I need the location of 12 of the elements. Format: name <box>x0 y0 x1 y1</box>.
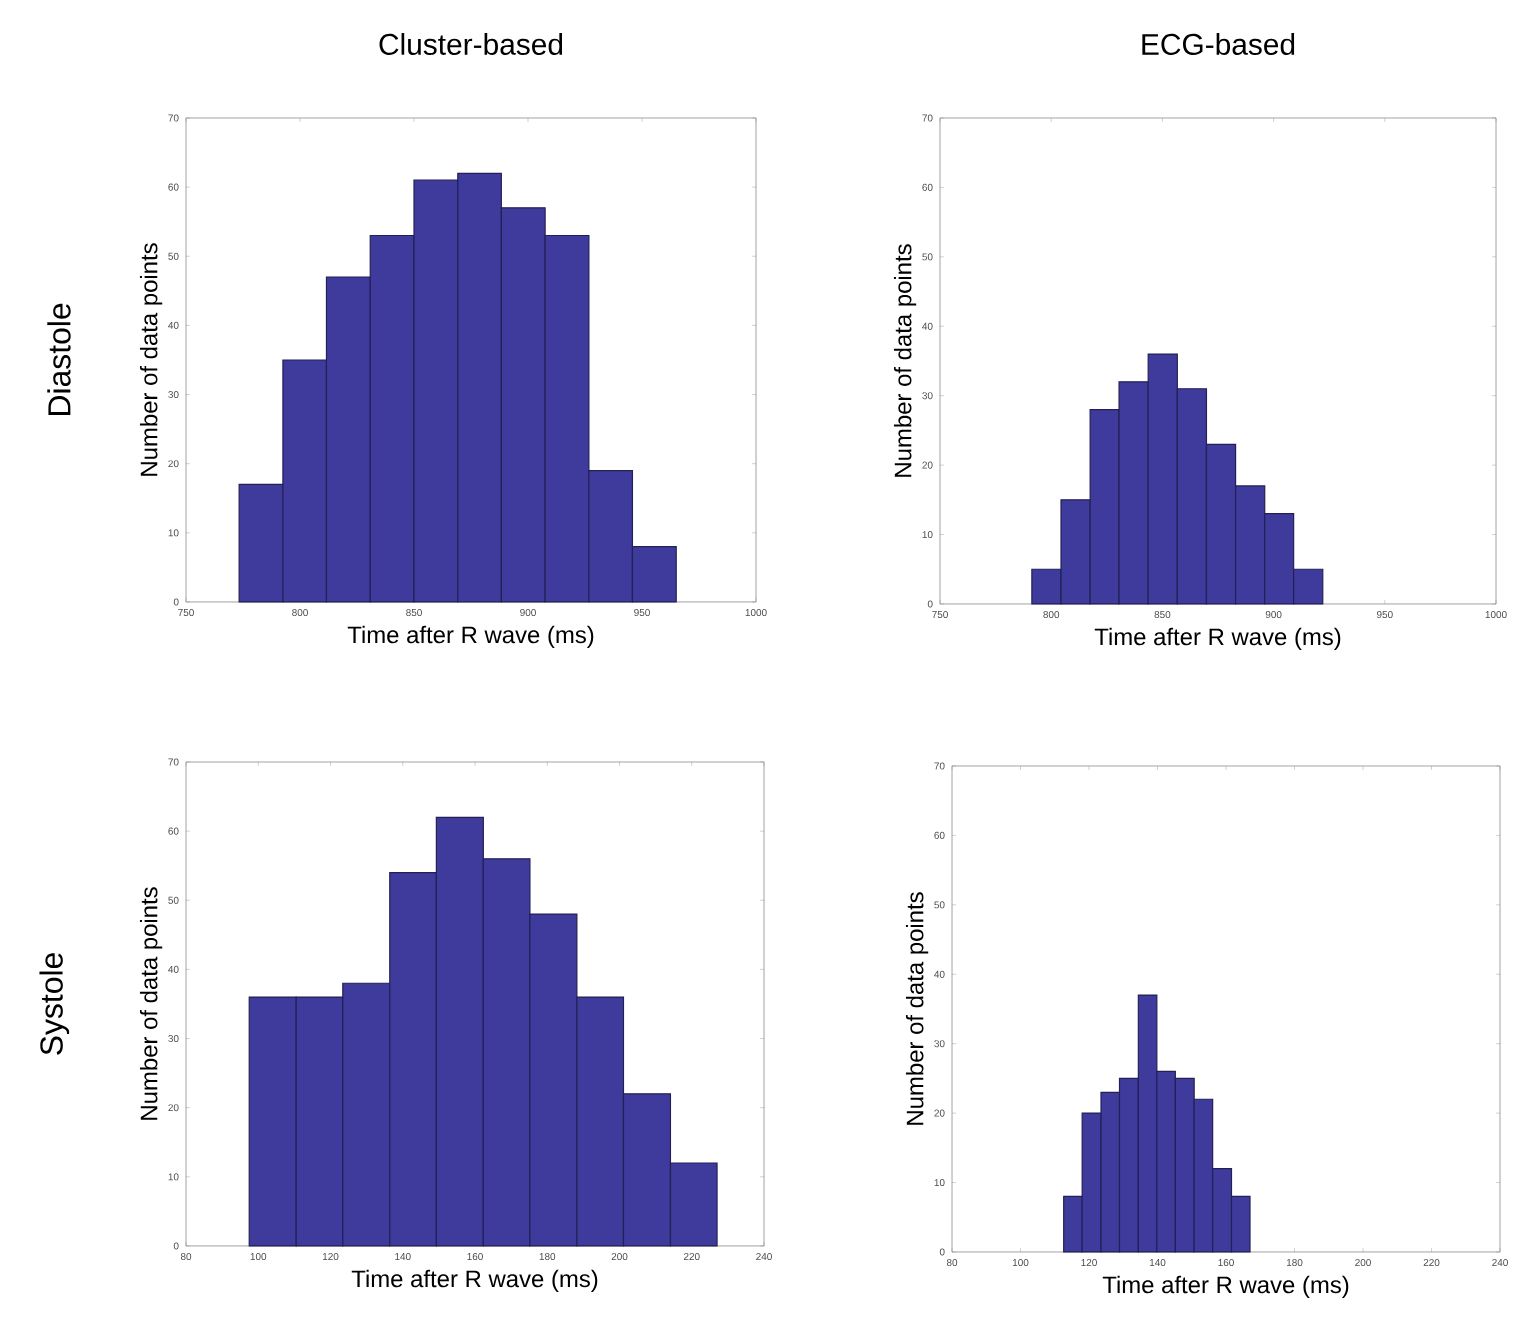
text: Systole <box>39 953 70 1055</box>
y-axis-title: Number of data points <box>905 892 929 1125</box>
y-axis-title: Number of data points <box>139 887 163 1120</box>
chart-title: ECG-based <box>1142 33 1295 55</box>
y-axis-title: Number of data points <box>139 243 163 476</box>
x-axis-title: Time after R wave (ms) <box>351 1269 598 1293</box>
x-axis-title: Time after R wave (ms) <box>347 625 594 648</box>
chart-title: Cluster-based <box>379 33 563 55</box>
x-axis-title: Time after R wave (ms) <box>1094 627 1341 650</box>
y-axis-title: Number of data points <box>893 244 917 477</box>
text: Diastole <box>47 303 71 415</box>
x-axis-title: Time after R wave (ms) <box>1102 1275 1349 1299</box>
